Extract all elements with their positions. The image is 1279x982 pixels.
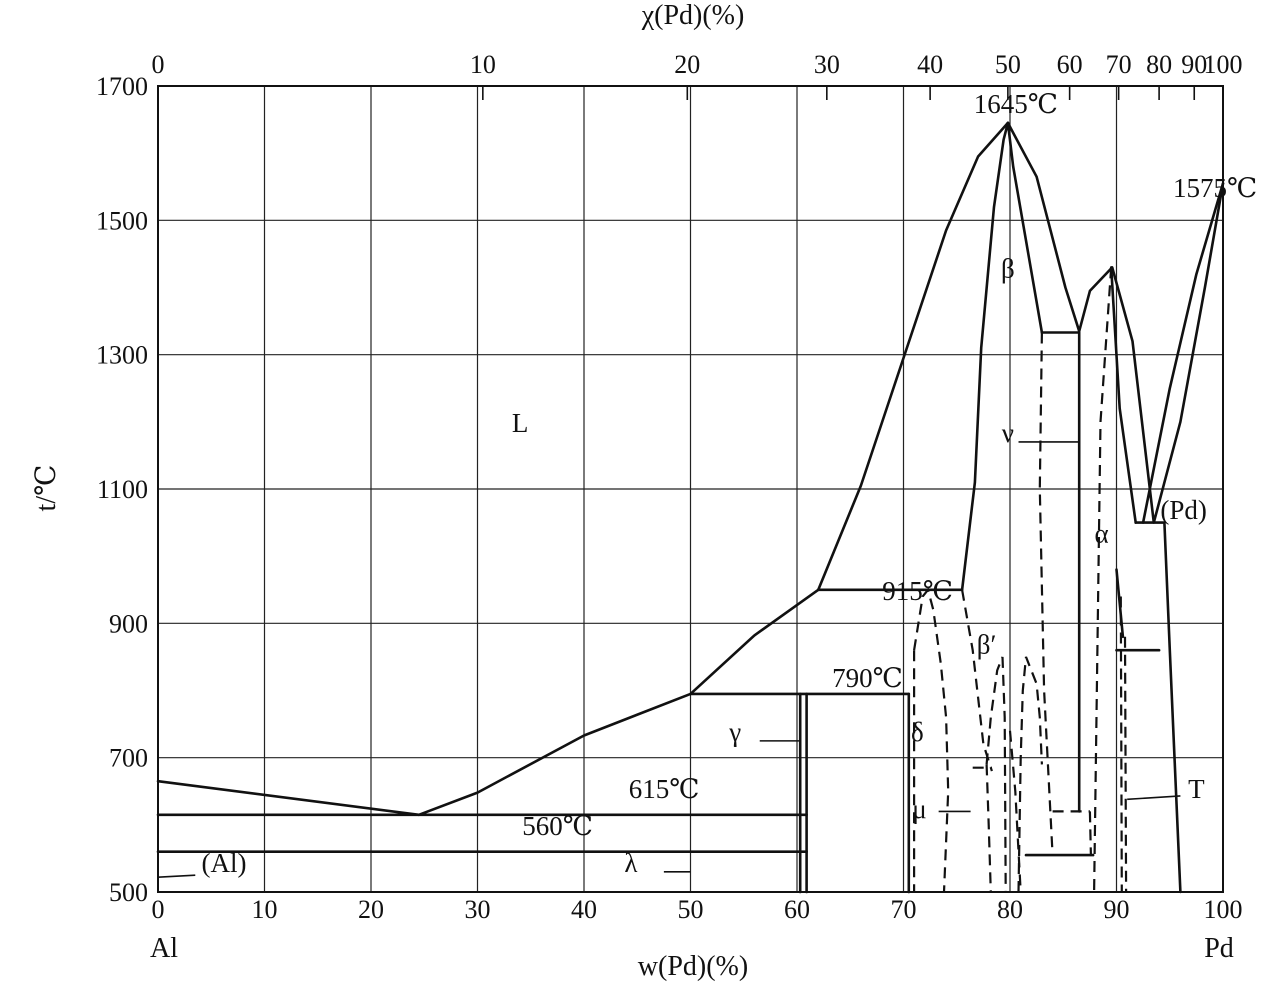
phase-label-8: λ [624, 848, 637, 878]
top-tick-label-0: 0 [152, 50, 165, 79]
leader-line-5 [1127, 795, 1181, 801]
phase-label-4: β′ [977, 630, 997, 660]
y-axis-tick-labels: 500 700 900 1100 1300 1500 1700 [96, 72, 148, 907]
phase-label-3: α [1095, 519, 1109, 549]
bottom-axis-tick-labels: 0 10 20 30 40 50 60 70 80 90 100 [152, 895, 1243, 924]
bottom-tick-label-2: 20 [358, 895, 384, 924]
boundary-line-34 [1119, 596, 1123, 893]
bottom-tick-label-8: 80 [997, 895, 1023, 924]
phase-label-6: μ [912, 794, 926, 824]
bottom-tick-label-10: 100 [1204, 895, 1243, 924]
boundary-line-33 [1093, 267, 1113, 893]
boundary-line-30 [1038, 332, 1054, 856]
bottom-tick-label-7: 70 [891, 895, 917, 924]
top-tick-label-8: 80 [1146, 50, 1172, 79]
temperature-annotations: 1645℃ 1575℃ 915℃ 790℃ 615℃ 560℃ [522, 89, 1257, 841]
boundary-line-26 [1001, 656, 1007, 893]
y-axis-title: t/℃ [31, 465, 62, 512]
boundary-line-24 [985, 656, 1004, 765]
boundary-line-3 [960, 121, 1010, 592]
boundary-line-1 [816, 121, 1010, 592]
bottom-tick-label-4: 40 [571, 895, 597, 924]
y-tick-label-6: 1700 [96, 72, 148, 101]
top-tick-label-1: 10 [470, 50, 496, 79]
top-tick-label-5: 50 [995, 50, 1021, 79]
bottom-tick-label-5: 50 [678, 895, 704, 924]
bottom-tick-label-3: 30 [465, 895, 491, 924]
right-end-label: Pd [1204, 933, 1234, 964]
top-tick-label-4: 40 [917, 50, 943, 79]
phase-labels: Lβ ν α β′ δ μ γ λ (Al) (Pd) T [202, 253, 1207, 877]
temperature-label-4: 615℃ [629, 774, 700, 804]
temperature-label-1: 1575℃ [1173, 173, 1257, 203]
y-tick-label-4: 1300 [96, 341, 148, 370]
boundary-line-6 [1141, 182, 1225, 524]
boundary-line-22 [913, 587, 950, 893]
grid [157, 85, 1224, 893]
phase-label-10: (Pd) [1160, 495, 1207, 525]
phase-label-7: γ [728, 717, 741, 747]
temperature-label-3: 790℃ [832, 663, 903, 693]
phase-label-9: (Al) [202, 848, 247, 878]
y-tick-label-1: 700 [109, 744, 148, 773]
boundary-line-4 [1006, 121, 1044, 334]
leader-lines [157, 441, 1181, 879]
leader-line-0 [157, 874, 196, 879]
top-tick-label-7: 70 [1106, 50, 1132, 79]
top-tick-label-10: 100 [1204, 50, 1243, 79]
phase-label-1: β [1001, 253, 1015, 283]
boundary-line-10 [1115, 568, 1125, 639]
boundary-line-8 [1163, 521, 1182, 894]
bottom-tick-label-1: 10 [252, 895, 278, 924]
boundary-line-27 [1017, 656, 1043, 893]
boundary-line-28 [1008, 730, 1022, 893]
y-tick-label-2: 900 [109, 609, 148, 638]
top-tick-label-6: 60 [1057, 50, 1083, 79]
temperature-label-0: 1645℃ [974, 89, 1058, 119]
boundary-line-5 [1109, 266, 1137, 524]
y-tick-label-0: 500 [109, 878, 148, 907]
top-axis-title: χ(Pd)(%) [641, 0, 745, 31]
bottom-tick-label-9: 90 [1104, 895, 1130, 924]
y-tick-label-5: 1500 [96, 206, 148, 235]
top-axis-ticks [157, 86, 1224, 100]
phase-label-5: δ [911, 717, 924, 747]
boundary-line-32 [1088, 811, 1092, 856]
boundary-line-35 [1123, 636, 1128, 893]
phase-label-0: L [512, 408, 529, 438]
y-tick-label-3: 1100 [97, 475, 148, 504]
bottom-axis-title: w(Pd)(%) [638, 951, 748, 982]
phase-boundaries [156, 121, 1225, 894]
top-tick-label-9: 90 [1181, 50, 1207, 79]
plot-frame [157, 85, 1224, 893]
bottom-tick-label-0: 0 [152, 895, 165, 924]
top-tick-label-2: 20 [674, 50, 700, 79]
phase-label-11: T [1188, 774, 1205, 804]
temperature-label-2: 915℃ [882, 576, 953, 606]
bottom-tick-label-6: 60 [784, 895, 810, 924]
boundary-line-25 [985, 764, 992, 893]
top-tick-label-3: 30 [814, 50, 840, 79]
temperature-label-5: 560℃ [522, 811, 593, 841]
left-end-label: Al [150, 933, 178, 964]
phase-label-2: ν [1002, 418, 1014, 448]
